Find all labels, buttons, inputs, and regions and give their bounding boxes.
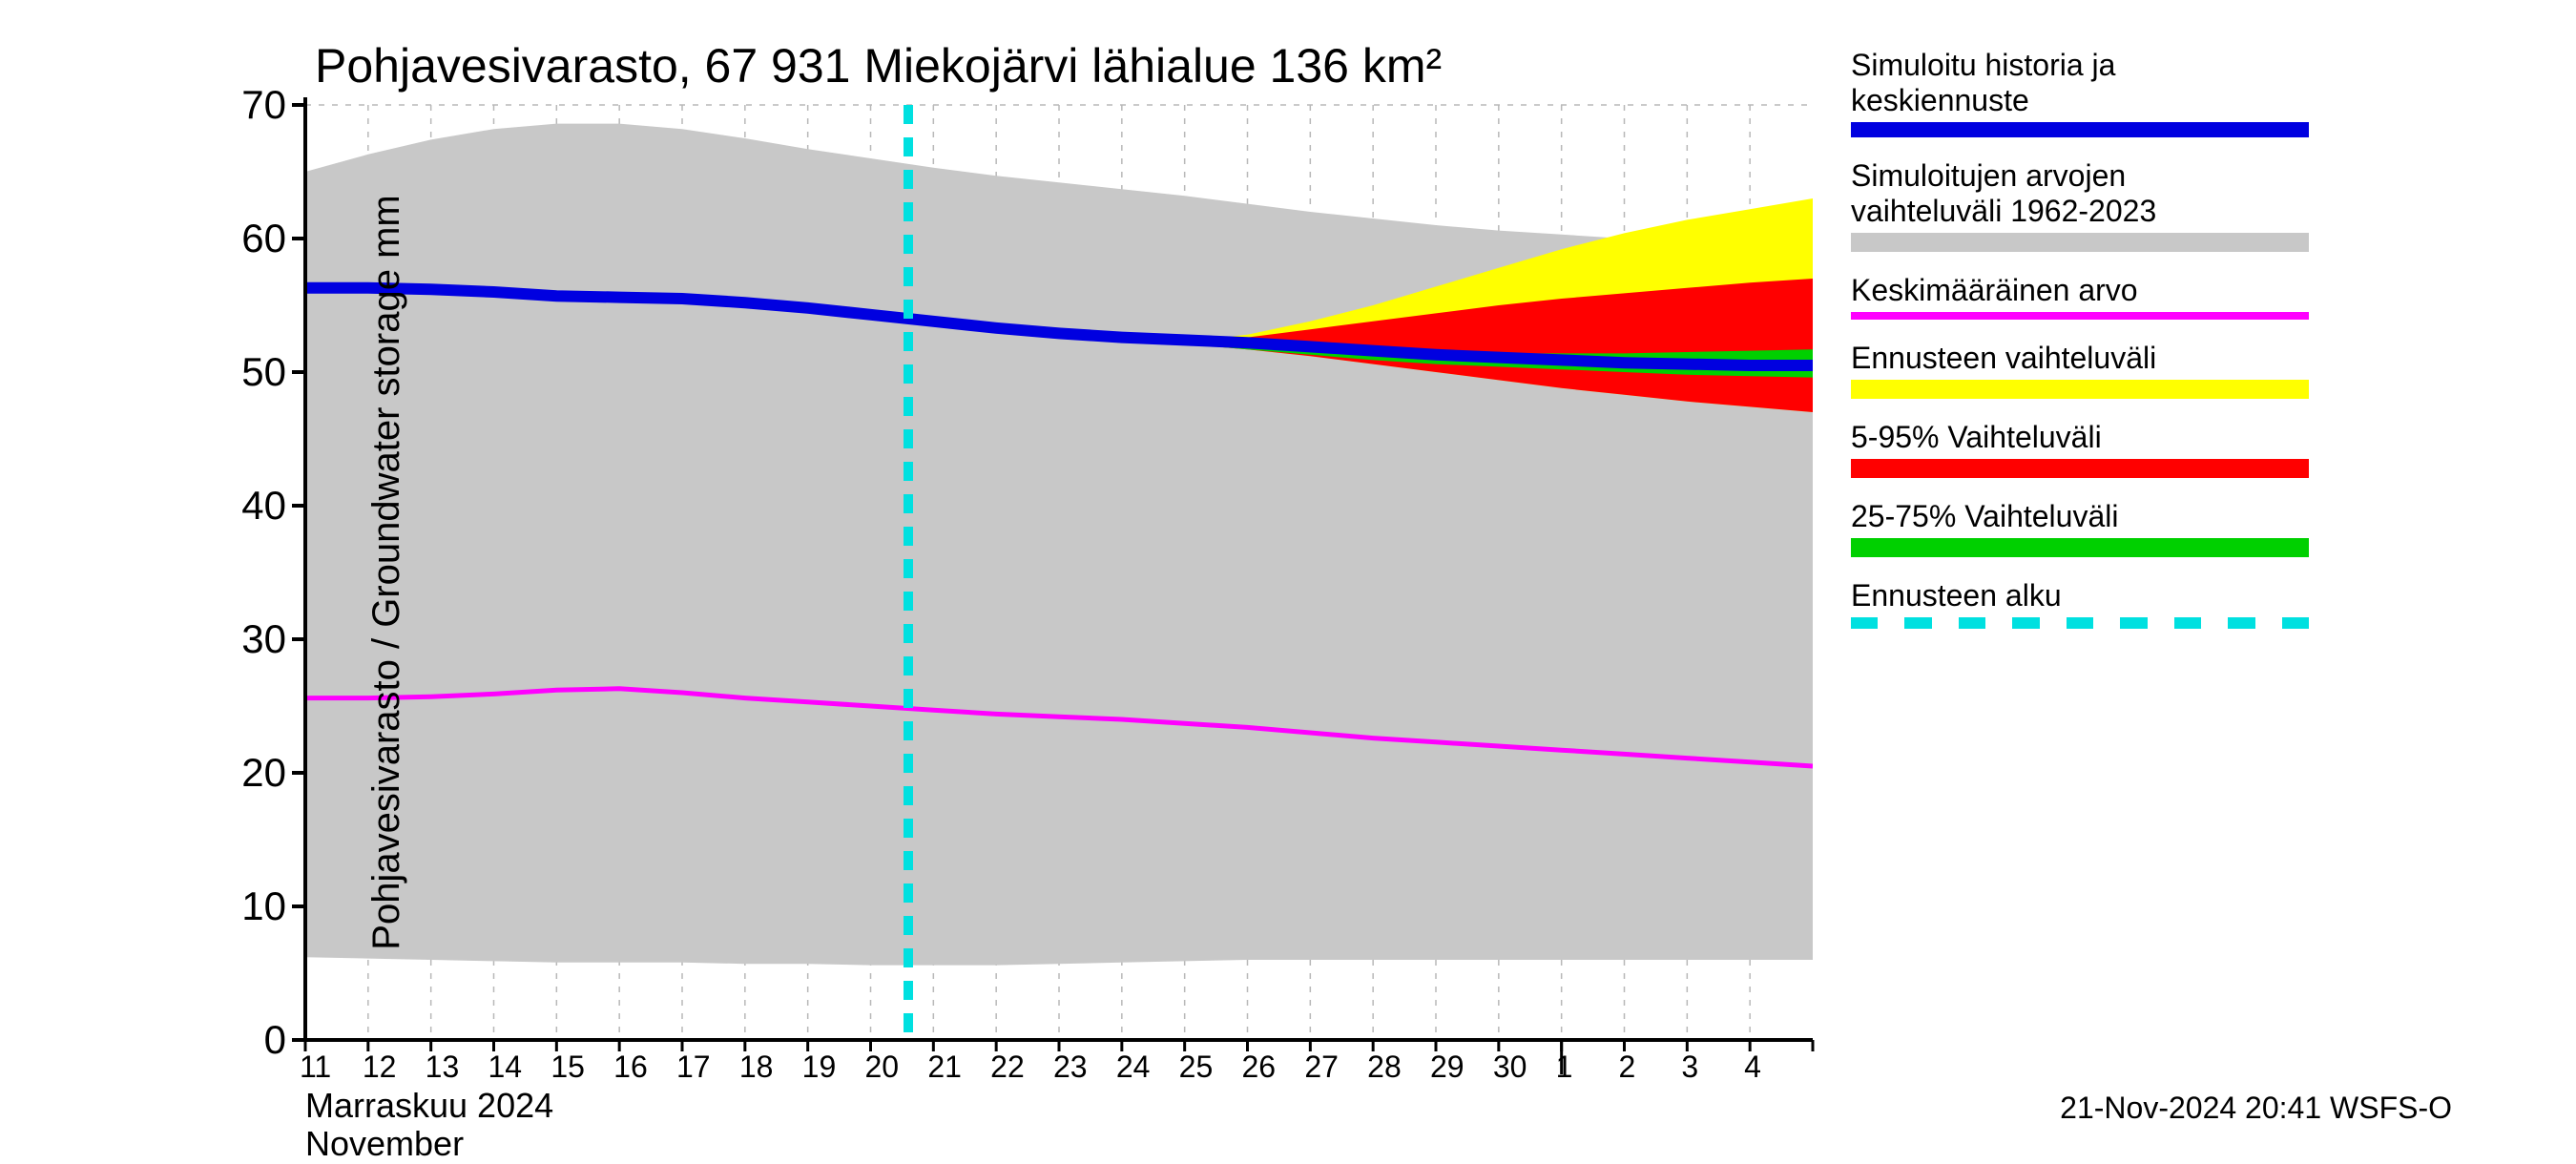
legend-swatch (2174, 617, 2201, 629)
chart-title: Pohjavesivarasto, 67 931 Miekojärvi lähi… (315, 38, 1442, 94)
legend-swatch (2282, 617, 2309, 629)
y-tick-label: 20 (191, 750, 286, 796)
x-tick-label: 20 (865, 1050, 913, 1085)
legend-swatch (1851, 617, 1878, 629)
legend-label: Ennusteen vaihteluväli (1851, 341, 2347, 376)
legend-swatch (2228, 617, 2254, 629)
legend-label: 25-75% Vaihteluväli (1851, 499, 2347, 534)
legend-label: Ennusteen alku (1851, 578, 2347, 613)
y-axis-label: Pohjavesivarasto / Groundwater storage m… (365, 195, 408, 949)
x-tick-label: 19 (802, 1050, 850, 1085)
y-tick-label: 50 (191, 349, 286, 395)
legend-swatch (2012, 617, 2039, 629)
x-month-label-fi: Marraskuu 2024 (305, 1086, 553, 1126)
legend-label: Simuloitujen arvojenvaihteluväli 1962-20… (1851, 158, 2347, 229)
x-tick-label: 27 (1304, 1050, 1352, 1085)
x-tick-label: 13 (426, 1050, 473, 1085)
x-tick-label: 17 (676, 1050, 724, 1085)
x-tick-label: 24 (1116, 1050, 1164, 1085)
x-tick-label: 12 (363, 1050, 410, 1085)
legend-swatch (1851, 312, 2309, 320)
x-tick-label: 1 (1556, 1050, 1604, 1085)
legend-swatch (1851, 122, 2309, 137)
chart-page: Pohjavesivarasto, 67 931 Miekojärvi lähi… (0, 0, 2576, 1145)
x-month-label-en: November (305, 1124, 464, 1164)
x-tick-label: 11 (300, 1050, 347, 1085)
x-tick-label: 26 (1242, 1050, 1290, 1085)
legend-swatch (1904, 617, 1931, 629)
x-tick-label: 30 (1493, 1050, 1541, 1085)
x-tick-label: 29 (1430, 1050, 1478, 1085)
y-tick-label: 10 (191, 883, 286, 929)
y-tick-label: 0 (191, 1017, 286, 1063)
x-tick-label: 15 (551, 1050, 598, 1085)
legend-label: 5-95% Vaihteluväli (1851, 420, 2347, 455)
y-tick-label: 70 (191, 82, 286, 128)
x-tick-label: 22 (990, 1050, 1038, 1085)
legend-label: Keskimääräinen arvo (1851, 273, 2347, 308)
legend-swatch (2067, 617, 2093, 629)
x-tick-label: 28 (1367, 1050, 1415, 1085)
x-tick-label: 16 (613, 1050, 661, 1085)
legend-label: Simuloitu historia jakeskiennuste (1851, 48, 2347, 118)
x-tick-label: 2 (1619, 1050, 1667, 1085)
x-tick-label: 21 (927, 1050, 975, 1085)
x-tick-label: 3 (1681, 1050, 1729, 1085)
legend-swatch (1851, 538, 2309, 557)
legend-swatch (1959, 617, 1985, 629)
x-tick-label: 4 (1744, 1050, 1792, 1085)
y-tick-label: 30 (191, 616, 286, 662)
legend-swatch (1851, 233, 2309, 252)
x-tick-label: 23 (1053, 1050, 1101, 1085)
legend-swatch (1851, 459, 2309, 478)
legend-swatch (2120, 617, 2147, 629)
x-tick-label: 25 (1179, 1050, 1227, 1085)
y-tick-label: 40 (191, 483, 286, 529)
x-tick-label: 18 (739, 1050, 787, 1085)
y-tick-label: 60 (191, 216, 286, 261)
legend-swatch (1851, 380, 2309, 399)
x-tick-label: 14 (488, 1050, 536, 1085)
chart-footer-timestamp: 21-Nov-2024 20:41 WSFS-O (2060, 1091, 2452, 1126)
